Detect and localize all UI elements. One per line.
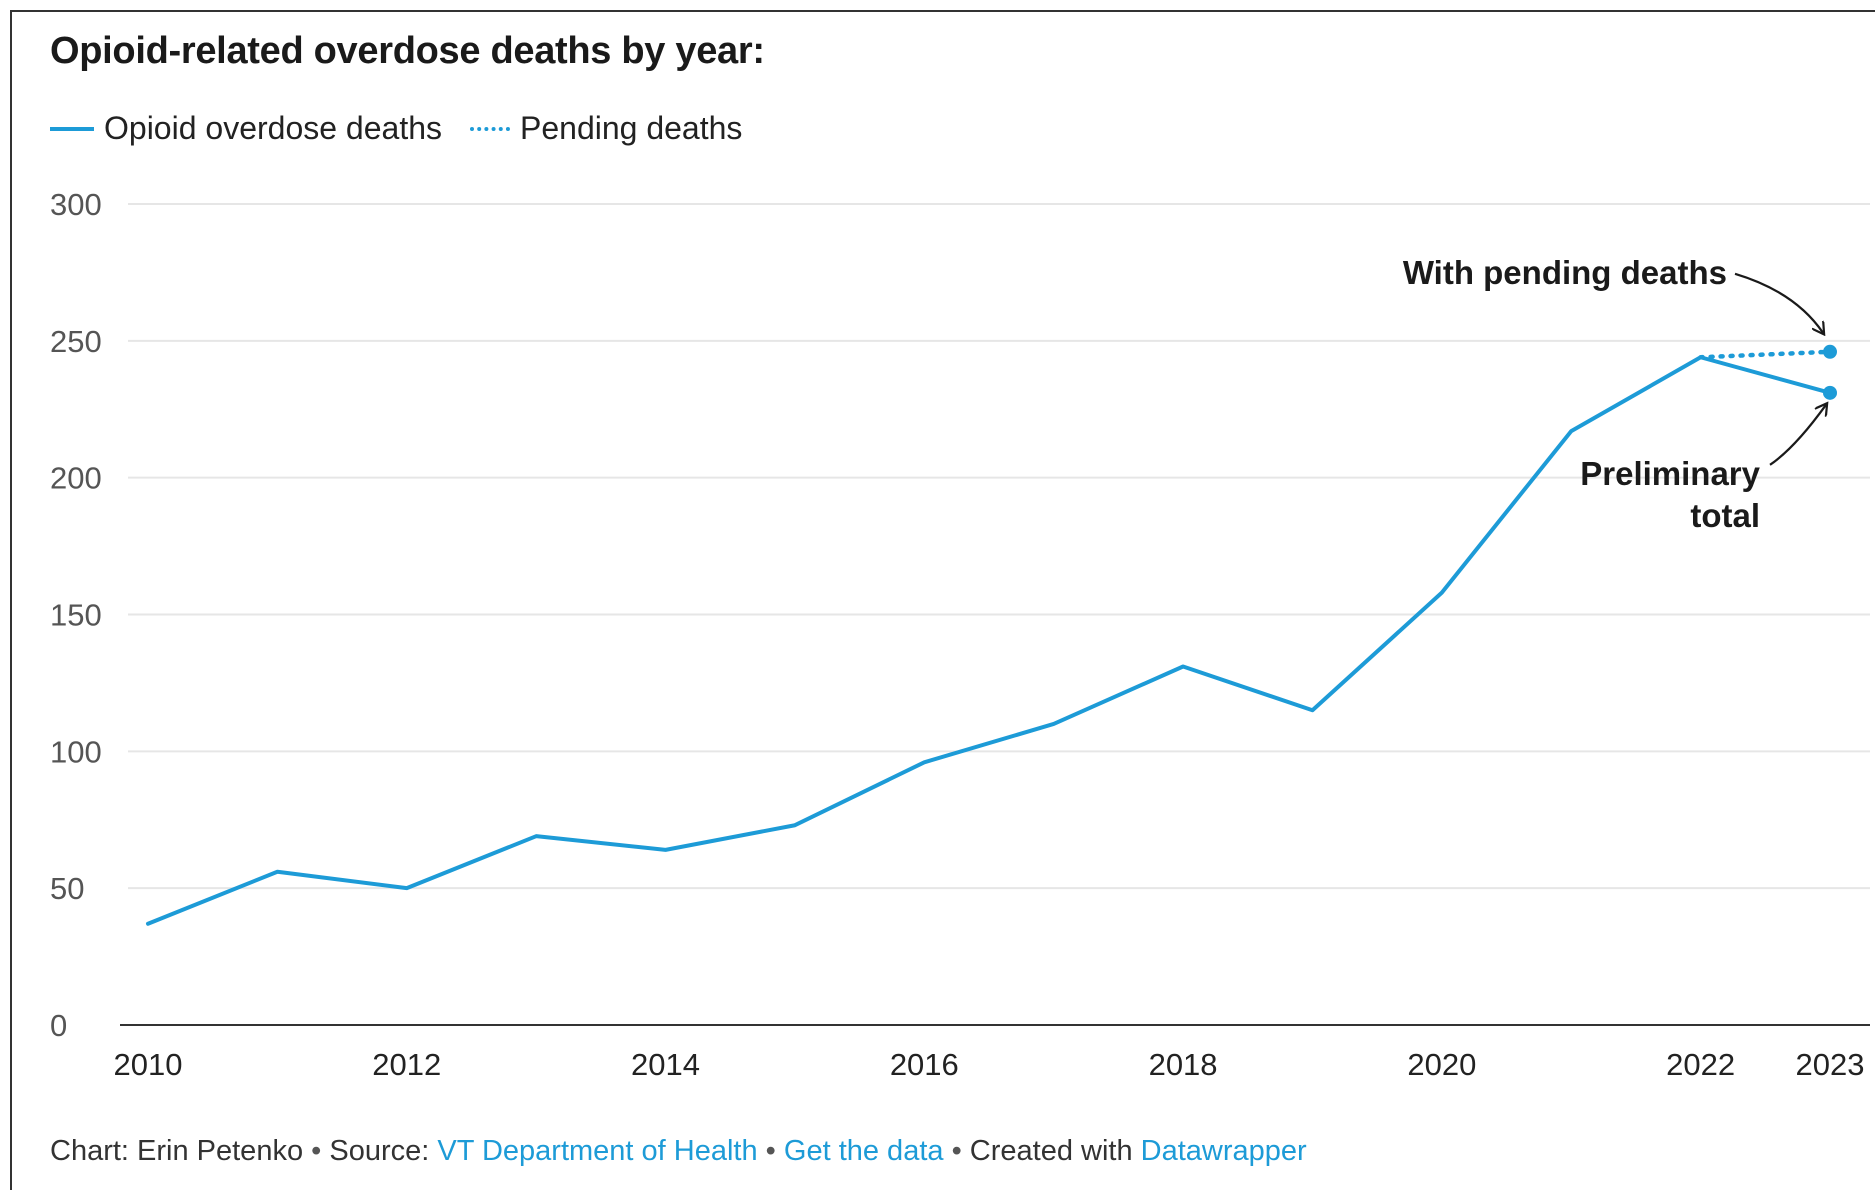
footer-created-label: Created with (969, 1135, 1133, 1167)
chart-footer: Chart: Erin Petenko • Source: VT Departm… (50, 1135, 1307, 1168)
annotations: With pending deaths Preliminary total (1403, 254, 1826, 534)
x-tick-label: 2010 (114, 1047, 183, 1082)
legend-item-opioid-deaths[interactable]: Opioid overdose deaths (50, 110, 442, 147)
footer-author: Chart: Erin Petenko (50, 1135, 304, 1167)
footer-separator: • (951, 1135, 962, 1167)
footer-separator: • (765, 1135, 776, 1167)
annotation-preliminary-line: total (1690, 497, 1760, 534)
y-tick-label: 300 (50, 187, 102, 222)
annotation-with-pending: With pending deaths (1403, 254, 1727, 291)
y-tick-label: 100 (50, 734, 102, 769)
annotation-arrow (1734, 272, 1823, 333)
x-tick-label: 2020 (1407, 1047, 1476, 1082)
y-tick-label: 200 (50, 461, 102, 496)
footer-data-link[interactable]: Get the data (783, 1135, 944, 1167)
endpoint-marker-preliminary (1823, 385, 1837, 400)
y-tick-label: 50 (50, 871, 84, 906)
series-line-opioid (146, 355, 1832, 926)
x-tick-label: 2012 (372, 1047, 441, 1082)
x-tick-label: 2014 (631, 1047, 700, 1082)
legend-label-pending-deaths: Pending deaths (520, 110, 743, 146)
series (146, 344, 1837, 926)
grid-lines (128, 203, 1870, 890)
chart-frame (10, 10, 1875, 1190)
y-tick-label: 0 (50, 1008, 67, 1043)
x-tick-label: 2023 (1796, 1047, 1865, 1082)
annotation-arrow (1769, 405, 1826, 466)
footer-datawrapper-link[interactable]: Datawrapper (1140, 1135, 1307, 1167)
legend-item-pending-deaths[interactable]: Pending deaths (470, 110, 742, 147)
legend-swatch-solid (50, 126, 94, 131)
annotation-preliminary-line: Preliminary (1580, 455, 1760, 492)
footer-separator: • (311, 1135, 322, 1167)
legend-swatch-dotted (470, 126, 510, 131)
y-tick-label: 250 (50, 324, 102, 359)
y-tick-label: 150 (50, 598, 102, 633)
footer-source-label: Source: (329, 1135, 430, 1167)
x-tick-label: 2018 (1149, 1047, 1218, 1082)
endpoint-marker-pending (1823, 344, 1837, 359)
x-tick-label: 2022 (1666, 1047, 1735, 1082)
chart-title: Opioid-related overdose deaths by year: (50, 30, 765, 72)
chart-legend: Opioid overdose deaths Pending deaths (50, 110, 770, 147)
axes: 0 50 100 150 200 250 300 2010 2012 2014 2016 2018 20… (50, 187, 1870, 1082)
legend-label-opioid-deaths: Opioid overdose deaths (104, 110, 442, 146)
series-line-pending (1698, 349, 1833, 360)
x-tick-label: 2016 (890, 1047, 959, 1082)
footer-source-link[interactable]: VT Department of Health (437, 1135, 758, 1167)
